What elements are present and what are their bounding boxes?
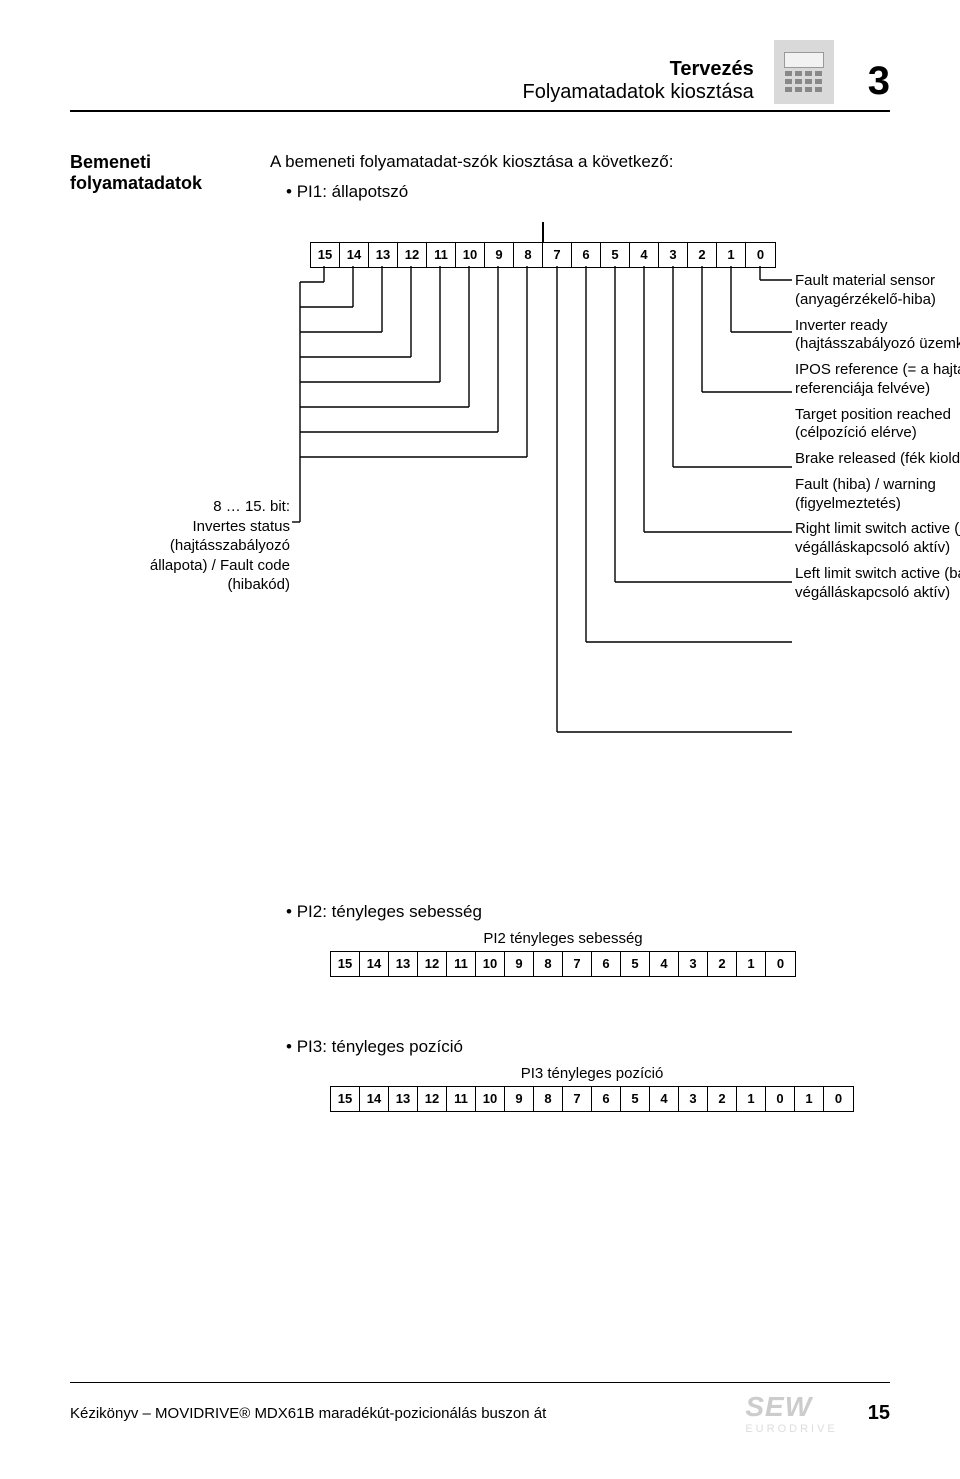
bit-cell: 7 — [563, 952, 592, 976]
bit-cell: 10 — [476, 1087, 505, 1111]
bit-cell: 3 — [679, 1087, 708, 1111]
bit-cell: 10 — [476, 952, 505, 976]
content-row: Bemeneti folyamatadatok A bemeneti folya… — [70, 152, 890, 1112]
pi1-bullet: PI1: állapotszó — [286, 182, 890, 202]
bit-cell: 0 — [766, 1087, 795, 1111]
bit-cell: 12 — [418, 1087, 447, 1111]
bit-cell: 5 — [621, 1087, 650, 1111]
brand-logo: SEW — [745, 1391, 812, 1422]
bit5-label: Fault (hiba) / warning (figyelmeztetés) — [795, 476, 960, 514]
bit4-label: Brake released (fék kioldva) — [795, 450, 960, 469]
bit-cell: 0 — [824, 1087, 853, 1111]
bit6-label: Right limit switch active (jobb végállás… — [795, 520, 960, 558]
bit1-label: Inverter ready (hajtásszabályozó üzemkés… — [795, 317, 960, 355]
chapter-number: 3 — [868, 59, 890, 104]
pi3-table: PI3 tényleges pozíció 151413121110987654… — [330, 1057, 854, 1112]
bit-cell: 5 — [621, 952, 650, 976]
bit7-label: Left limit switch active (bal végálláska… — [795, 565, 960, 603]
bit0-label: Fault material sensor (anyagérzékelő-hib… — [795, 272, 960, 310]
pi2-bullet: PI2: tényleges sebesség — [286, 902, 890, 922]
bit-cell: 2 — [708, 952, 737, 976]
bit-cell: 9 — [505, 1087, 534, 1111]
header-text-block: Tervezés Folyamatadatok kiosztása — [523, 58, 754, 104]
bit-cell: 4 — [650, 1087, 679, 1111]
bit-cell: 11 — [447, 1087, 476, 1111]
intro-text: A bemeneti folyamatadat-szók kiosztása a… — [270, 152, 890, 172]
pi2-bit-row: 1514131211109876543210 — [330, 951, 796, 977]
bit-cell: 8 — [534, 952, 563, 976]
bit-labels-right: Fault material sensor (anyagérzékelő-hib… — [795, 272, 960, 609]
bit2-label: IPOS reference (= a hajtás referenciája … — [795, 361, 960, 399]
page-header: Tervezés Folyamatadatok kiosztása 3 — [70, 40, 890, 112]
bit-cell: 2 — [708, 1087, 737, 1111]
calculator-screen-icon — [784, 52, 824, 68]
bit-cell: 0 — [766, 952, 795, 976]
bit-cell: 9 — [505, 952, 534, 976]
pi3-bullet: PI3: tényleges pozíció — [286, 1037, 890, 1057]
bit-cell: 8 — [534, 1087, 563, 1111]
bit-cell: 12 — [418, 952, 447, 976]
header-subtitle: Folyamatadatok kiosztása — [523, 81, 754, 104]
pi3-bit-row: 151413121110987654321010 — [330, 1086, 854, 1112]
bit3-label: Target position reached (célpozíció elér… — [795, 406, 960, 444]
pi2-table-label: PI2 tényleges sebesség — [330, 930, 796, 947]
footer-text: Kézikönyv – MOVIDRIVE® MDX61B maradékút-… — [70, 1405, 546, 1422]
pi2-table: PI2 tényleges sebesség 15141312111098765… — [330, 922, 796, 977]
page-footer: Kézikönyv – MOVIDRIVE® MDX61B maradékút-… — [70, 1382, 890, 1435]
bit-cell: 13 — [389, 952, 418, 976]
pi3-table-label: PI3 tényleges pozíció — [330, 1065, 854, 1082]
bit-cell: 14 — [360, 1087, 389, 1111]
bit-cell: 1 — [737, 952, 766, 976]
bit-cell: 1 — [795, 1087, 824, 1111]
bit-cell: 14 — [360, 952, 389, 976]
bit-cell: 11 — [447, 952, 476, 976]
bit-cell: 4 — [650, 952, 679, 976]
content-body: A bemeneti folyamatadat-szók kiosztása a… — [270, 152, 890, 1112]
bit-cell: 6 — [592, 952, 621, 976]
pi1-bit-diagram: 15 14 13 12 11 10 9 8 7 6 5 4 3 2 1 0 — [110, 222, 810, 862]
bit-cell: 7 — [563, 1087, 592, 1111]
calculator-icon — [774, 40, 834, 104]
bit-cell: 13 — [389, 1087, 418, 1111]
header-title: Tervezés — [523, 58, 754, 81]
bit-cell: 3 — [679, 952, 708, 976]
bit-cell: 15 — [331, 952, 360, 976]
brand-sub: EURODRIVE — [745, 1423, 837, 1435]
bit-cell: 1 — [737, 1087, 766, 1111]
high-bits-label: 8 … 15. bit: Invertes status (hajtásszab… — [110, 497, 290, 595]
page-number: 15 — [868, 1402, 890, 1425]
bit-cell: 6 — [592, 1087, 621, 1111]
bit-cell: 15 — [331, 1087, 360, 1111]
